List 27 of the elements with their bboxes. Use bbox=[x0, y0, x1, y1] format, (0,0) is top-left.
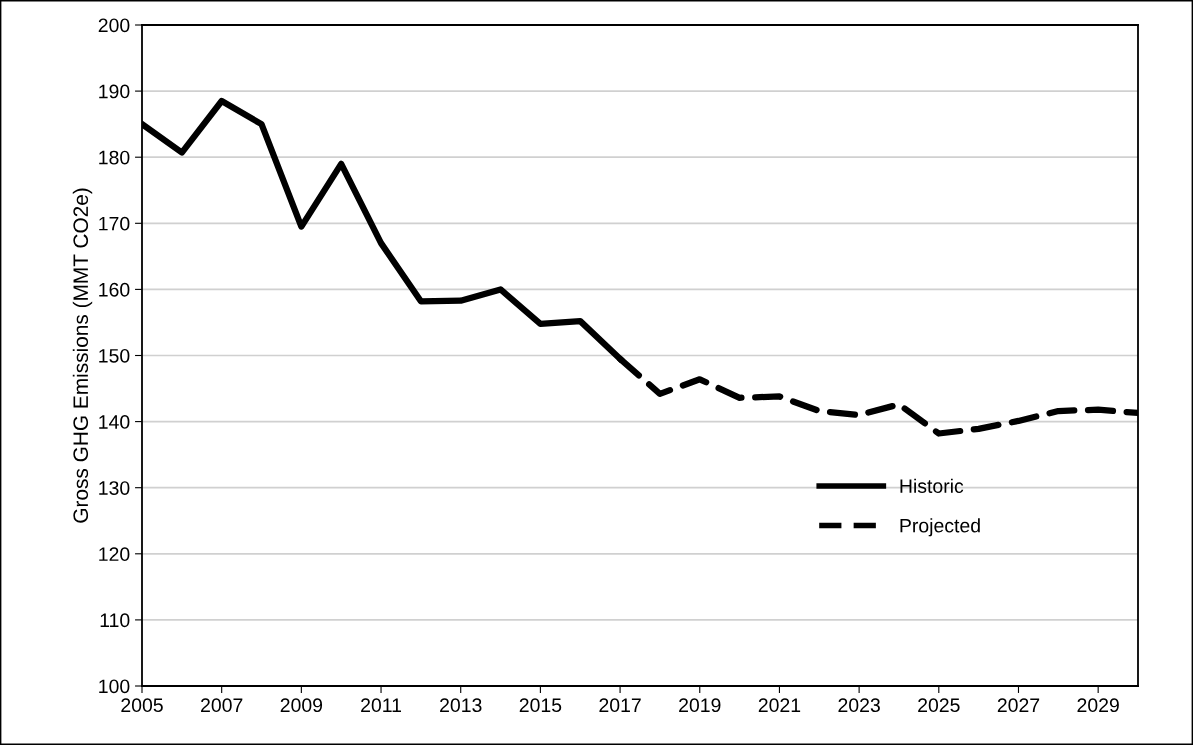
x-tick-label: 2009 bbox=[280, 698, 323, 713]
y-tick-label: 130 bbox=[99, 481, 130, 495]
y-tick-label: 190 bbox=[99, 84, 130, 99]
y-tick-label: 140 bbox=[99, 415, 130, 429]
x-tick-label: 2017 bbox=[599, 698, 641, 713]
y-tick-label: 150 bbox=[99, 348, 130, 363]
x-tick-label: 2005 bbox=[121, 698, 163, 713]
x-tick-label: 2025 bbox=[918, 698, 960, 713]
x-tick-label: 2013 bbox=[440, 698, 482, 713]
y-tick-label: 170 bbox=[99, 216, 130, 231]
y-tick-label: 110 bbox=[100, 613, 130, 628]
y-tick-label: 160 bbox=[99, 282, 130, 297]
y-tick-label: 100 bbox=[99, 679, 130, 694]
legend-label: Projected bbox=[900, 518, 980, 537]
x-tick-label: 2019 bbox=[679, 698, 721, 713]
y-tick-label: 180 bbox=[99, 150, 130, 165]
y-tick-label: 120 bbox=[99, 547, 130, 562]
y-tick-label: 200 bbox=[98, 18, 130, 33]
x-tick-label: 2021 bbox=[758, 698, 801, 713]
x-tick-label: 2011 bbox=[361, 698, 401, 713]
x-tick-label: 2015 bbox=[519, 698, 562, 713]
x-tick-label: 2007 bbox=[201, 698, 243, 713]
x-tick-label: 2023 bbox=[838, 698, 880, 713]
legend-label: Historic bbox=[900, 478, 964, 493]
x-tick-label: 2027 bbox=[997, 698, 1040, 713]
y-axis-title: Gross GHG Emissions (MMT CO2e) bbox=[72, 188, 93, 523]
x-tick-label: 2029 bbox=[1077, 698, 1119, 713]
